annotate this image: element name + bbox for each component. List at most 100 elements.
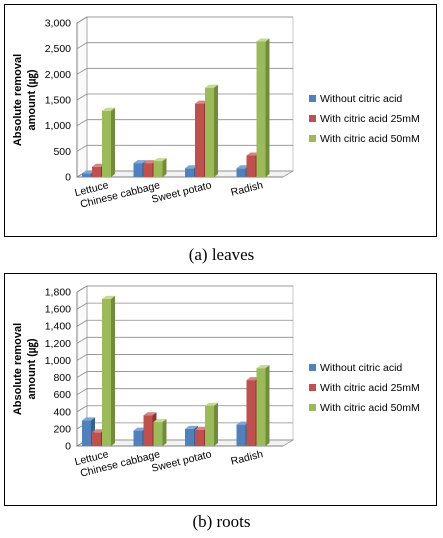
bar-top xyxy=(153,158,167,162)
y-tick-label: 800 xyxy=(53,372,71,384)
chart-panel-roots: 0 200 400 600 800 1,000 1,200 1,400 1,600 1,800 Le… xyxy=(4,273,437,506)
bar-top xyxy=(185,165,198,169)
bar-front xyxy=(82,420,91,446)
bar-front xyxy=(256,41,266,178)
bar-front xyxy=(143,163,153,177)
bar-top xyxy=(205,84,218,88)
bar-front xyxy=(185,168,194,177)
y-tick-label: 1,000 xyxy=(45,120,71,132)
x-tick-label: Radish xyxy=(230,448,265,468)
legend-label: With citric acid 25mM xyxy=(320,382,420,394)
gridline xyxy=(76,371,293,378)
bar-top xyxy=(153,419,167,423)
y-tick-label: 200 xyxy=(53,423,71,435)
y-tick-label: 1,000 xyxy=(45,355,71,367)
legend-swatch xyxy=(309,135,316,142)
bar-top xyxy=(92,429,105,433)
bar-top xyxy=(82,170,95,174)
bar-front xyxy=(153,161,163,177)
bar-front xyxy=(185,428,194,446)
bar-side xyxy=(214,84,218,177)
bar-top xyxy=(133,160,147,164)
bar-top xyxy=(246,377,260,381)
y-axis-label: amount (㎍) xyxy=(26,338,39,399)
bar-side xyxy=(162,419,167,446)
gridline xyxy=(76,144,293,152)
bar-lettuce-series-3 xyxy=(102,107,115,177)
bar-front xyxy=(246,155,256,177)
bar-front xyxy=(195,429,204,446)
gridline xyxy=(76,388,293,396)
legend-label: Without citric acid xyxy=(320,362,402,374)
bar-front xyxy=(133,163,143,177)
bar-chinese-cabbage-series-3 xyxy=(153,419,167,446)
bar-top xyxy=(143,412,157,416)
legend-label: With citric acid 25mM xyxy=(320,113,420,125)
bar-front xyxy=(102,298,111,446)
y-axis-label: amount (㎍) xyxy=(26,69,39,130)
bar-side xyxy=(111,295,115,446)
chart-panel-leaves: 0 500 1,000 1,500 2,000 2,500 3,000 Lettuce Chin… xyxy=(4,4,437,237)
gridline xyxy=(76,405,293,413)
bar-top xyxy=(133,427,147,431)
bar-top xyxy=(102,107,115,111)
bar-front xyxy=(92,432,101,446)
bar-front xyxy=(246,380,256,446)
bar-front xyxy=(195,103,204,177)
y-tick-label: 0 xyxy=(65,172,71,184)
bar-front xyxy=(102,110,111,177)
gridline xyxy=(76,319,293,327)
bar-front xyxy=(143,415,153,446)
bar-top xyxy=(195,100,208,104)
chart-roots: 02004006008001,0001,2001,4001,6001,800Le… xyxy=(12,285,420,480)
y-tick-label: 2,500 xyxy=(45,43,71,55)
bar-side xyxy=(214,402,218,446)
bar-chinese-cabbage-series-3 xyxy=(153,158,167,177)
caption-roots: (b) roots xyxy=(192,512,251,531)
bar-side xyxy=(111,107,115,177)
gridline xyxy=(76,42,293,50)
bar-top xyxy=(236,421,250,425)
bar-top xyxy=(246,152,260,156)
bar-sweet-potato-series-3 xyxy=(205,402,218,446)
y-tick-label: 1,600 xyxy=(45,304,71,316)
bar-lettuce-series-3 xyxy=(102,295,115,446)
y-tick-label: 400 xyxy=(53,406,71,418)
y-tick-label: 600 xyxy=(53,389,71,401)
bar-top xyxy=(82,417,95,421)
bar-front xyxy=(236,168,246,177)
y-tick-label: 1,800 xyxy=(45,287,71,299)
bar-radish-series-3 xyxy=(256,38,270,178)
bar-side xyxy=(265,38,270,178)
y-tick-label: 1,500 xyxy=(45,95,71,107)
legend-swatch xyxy=(309,115,316,122)
y-tick-label: 500 xyxy=(53,146,71,158)
bar-front xyxy=(256,368,266,446)
gridline xyxy=(76,354,293,361)
legend-label: With citric acid 50mM xyxy=(320,133,420,145)
bar-top xyxy=(256,365,270,369)
bar-sweet-potato-series-3 xyxy=(205,84,218,177)
y-tick-label: 3,000 xyxy=(45,18,71,30)
legend-swatch xyxy=(309,364,316,371)
bar-top xyxy=(256,38,270,42)
bar-top xyxy=(205,402,218,406)
y-axis-label: Absolute removal xyxy=(12,323,24,415)
gridline xyxy=(76,93,293,101)
gridline xyxy=(76,16,293,24)
gridline xyxy=(76,285,293,293)
gridline xyxy=(76,119,293,127)
bar-top xyxy=(143,160,157,164)
bar-top xyxy=(92,163,105,167)
bar-side xyxy=(162,158,167,177)
x-tick-label: Sweet potato xyxy=(150,448,213,475)
gridline xyxy=(76,302,293,310)
bar-front xyxy=(153,422,163,446)
legend-label: Without citric acid xyxy=(320,93,402,105)
bar-radish-series-3 xyxy=(256,365,270,446)
chart-leaves: 05001,0001,5002,0002,5003,000LettuceChin… xyxy=(12,16,420,211)
y-tick-label: 1,400 xyxy=(45,321,71,333)
gridline xyxy=(76,336,293,344)
bar-front xyxy=(205,87,214,177)
bar-front xyxy=(82,173,91,177)
